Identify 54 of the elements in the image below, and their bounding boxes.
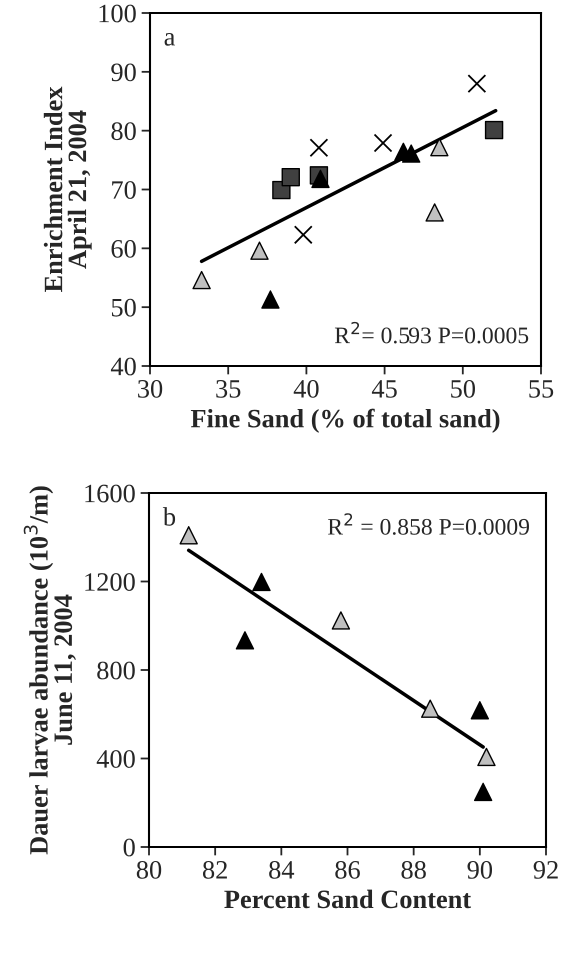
point <box>430 138 449 156</box>
annotation: R$^{2}$= 0.593 P=0.0005 <box>334 322 528 344</box>
point <box>332 611 350 630</box>
x-tick-label: 80 <box>136 860 162 879</box>
y-tick-label: 1200 <box>85 573 135 591</box>
y-tick-label: 60 <box>112 240 136 258</box>
point <box>294 225 313 244</box>
point <box>374 134 392 152</box>
point <box>477 748 496 766</box>
point <box>425 203 444 222</box>
point <box>421 700 440 718</box>
x-tick-label: 35 <box>216 380 240 398</box>
point <box>484 120 504 140</box>
point <box>402 144 420 163</box>
text: Dauer larvae abundance (10$^{3}$/m) June 11, 2004 <box>24 486 76 854</box>
x-tick-label: 90 <box>467 860 492 879</box>
y-tick-label: 50 <box>112 298 136 317</box>
y-tick-label: 90 <box>111 63 136 82</box>
annotation: a <box>164 33 176 46</box>
x-tick-label: 84 <box>269 860 294 879</box>
x-tick-label: 86 <box>335 860 360 879</box>
y-axis-title: Enrichment Index April 21, 2004 <box>44 86 92 292</box>
annotation: b <box>162 507 176 526</box>
x-tick-label: 82 <box>202 860 227 879</box>
point <box>470 701 490 720</box>
point <box>252 572 271 592</box>
annotation: R$^{2}$ = 0.858 P=0.0009 <box>328 513 529 535</box>
x-tick-label: 88 <box>401 860 426 879</box>
point <box>474 782 492 802</box>
point <box>310 138 328 158</box>
point <box>282 168 300 186</box>
y-tick-label: 70 <box>112 181 136 199</box>
point <box>180 526 198 544</box>
x-axis-title: Percent Sand Content <box>224 890 472 908</box>
x-tick-label: 92 <box>534 861 558 879</box>
y-tick-label: 1600 <box>85 484 135 502</box>
y-tick-label: 100 <box>100 4 136 22</box>
x-axis-title: Fine Sand (% of total sand) <box>190 408 500 433</box>
y-tick-label: 400 <box>96 750 135 768</box>
x-tick-label: 40 <box>294 380 319 398</box>
y-tick-label: 0 <box>124 838 135 856</box>
point <box>311 170 330 188</box>
point <box>236 631 254 650</box>
x-tick-label: 30 <box>138 380 162 398</box>
y-tick-label: 800 <box>97 662 135 680</box>
point <box>467 74 486 94</box>
x-tick-label: 50 <box>451 380 475 398</box>
point <box>261 290 280 309</box>
x-tick-label: 55 <box>529 380 554 398</box>
y-tick-label: 80 <box>111 122 136 140</box>
point <box>250 241 269 260</box>
x-tick-label: 45 <box>372 380 397 398</box>
y-tick-label: 40 <box>110 358 136 376</box>
point <box>192 270 211 290</box>
